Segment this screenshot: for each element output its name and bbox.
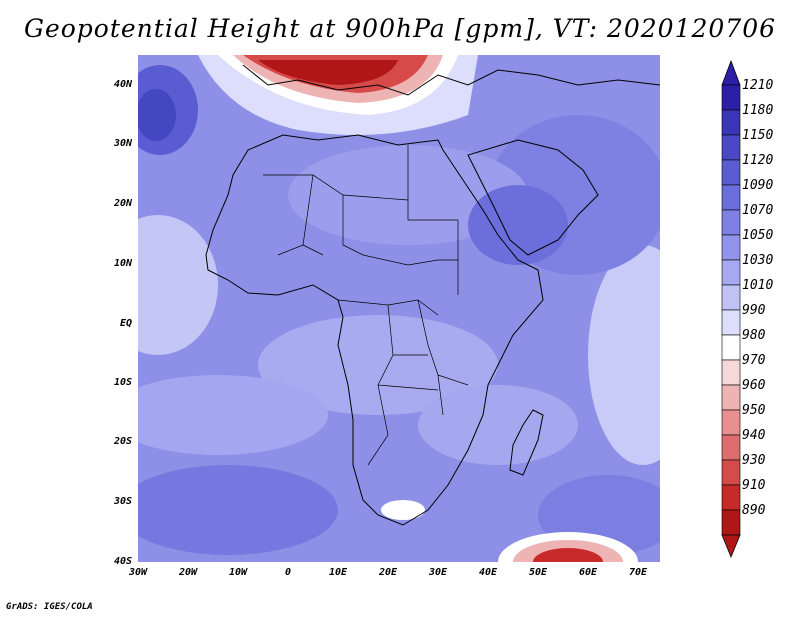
- height-field-light-ocean: [418, 385, 578, 465]
- colorbar-level-label: 940: [742, 428, 766, 443]
- colorbar-level-label: 1050: [742, 228, 774, 243]
- x-tick-label: 0: [284, 567, 292, 578]
- x-tick-label: 20E: [378, 567, 398, 578]
- colorbar-level-label: 970: [742, 353, 766, 368]
- height-field-med-darkred: [258, 60, 398, 85]
- x-tick-label: 10E: [328, 567, 348, 578]
- x-tick-label: 40E: [478, 567, 498, 578]
- height-field-light-east: [588, 245, 660, 465]
- y-tick-label: 20S: [113, 436, 132, 447]
- colorbar-swatch: [721, 409, 741, 436]
- colorbar-swatch: [721, 384, 741, 411]
- x-tick-label: 30E: [428, 567, 448, 578]
- y-tick-label: 30N: [113, 138, 132, 149]
- colorbar-swatch: [721, 284, 741, 311]
- colorbar-swatch: [721, 359, 741, 386]
- colorbar-level-label: 1180: [742, 103, 774, 118]
- africa-coastline: [205, 134, 544, 526]
- colorbar-swatch: [721, 159, 741, 186]
- colorbar-swatch: [721, 434, 741, 461]
- colorbar-swatch: [721, 509, 741, 536]
- height-field-south-red: [533, 548, 603, 562]
- colorbar-level-label: 1070: [742, 203, 774, 218]
- arabia-coastline: [467, 139, 599, 256]
- madagascar-coastline: [509, 409, 544, 476]
- height-field-sa-white: [381, 500, 425, 520]
- colorbar-swatch: [721, 334, 741, 361]
- colorbar-bottom-arrow: [721, 534, 741, 559]
- colorbar-level-label: 1120: [742, 153, 774, 168]
- colorbar-swatch: [721, 259, 741, 286]
- europe-coastline: [242, 64, 660, 96]
- x-tick-label: 70E: [628, 567, 648, 578]
- colorbar-swatch: [721, 309, 741, 336]
- colorbar-level-label: 890: [742, 503, 766, 518]
- height-field-southwest: [138, 375, 328, 455]
- colorbar-level-label: 980: [742, 328, 766, 343]
- colorbar-level-label: 1150: [742, 128, 774, 143]
- colorbar-swatch: [721, 459, 741, 486]
- height-field-light-west: [138, 215, 218, 355]
- x-tick-label: 20W: [178, 567, 198, 578]
- colorbar-swatch: [721, 134, 741, 161]
- y-tick-label: 10S: [113, 377, 132, 388]
- colorbar-swatch: [721, 209, 741, 236]
- colorbar-level-label: 1210: [742, 78, 774, 93]
- colorbar-level-label: 960: [742, 378, 766, 393]
- x-tick-label: 60E: [578, 567, 598, 578]
- colorbar-level-label: 930: [742, 453, 766, 468]
- y-tick-label: 40S: [113, 556, 132, 567]
- y-tick-label: 40N: [113, 79, 132, 90]
- height-field-dark-sw: [138, 465, 338, 555]
- height-field-arabia: [468, 185, 568, 265]
- colorbar-level-label: 950: [742, 403, 766, 418]
- colorbar-level-label: 910: [742, 478, 766, 493]
- footer-credit: GrADS: IGES/COLA: [6, 602, 93, 612]
- colorbar-swatch: [721, 484, 741, 511]
- colorbar-swatch: [721, 184, 741, 211]
- y-tick-label: EQ: [119, 318, 132, 329]
- x-tick-label: 30W: [128, 567, 148, 578]
- colorbar-level-label: 1030: [742, 253, 774, 268]
- chart-title: Geopotential Height at 900hPa [gpm], VT:…: [23, 14, 777, 43]
- map-plot: [138, 55, 660, 562]
- y-tick-label: 20N: [113, 198, 132, 209]
- y-tick-label: 30S: [113, 496, 132, 507]
- colorbar-swatch: [721, 109, 741, 136]
- colorbar-swatch: [721, 234, 741, 261]
- x-tick-label: 10W: [228, 567, 248, 578]
- colorbar-level-label: 1090: [742, 178, 774, 193]
- x-tick-label: 50E: [528, 567, 548, 578]
- colorbar-level-label: 990: [742, 303, 766, 318]
- colorbar-top-arrow: [721, 59, 741, 86]
- colorbar-level-label: 1010: [742, 278, 774, 293]
- y-tick-label: 10N: [113, 258, 132, 269]
- colorbar-swatch: [721, 84, 741, 111]
- height-field-dark-nw-core: [138, 89, 176, 141]
- country-borders: [263, 145, 469, 466]
